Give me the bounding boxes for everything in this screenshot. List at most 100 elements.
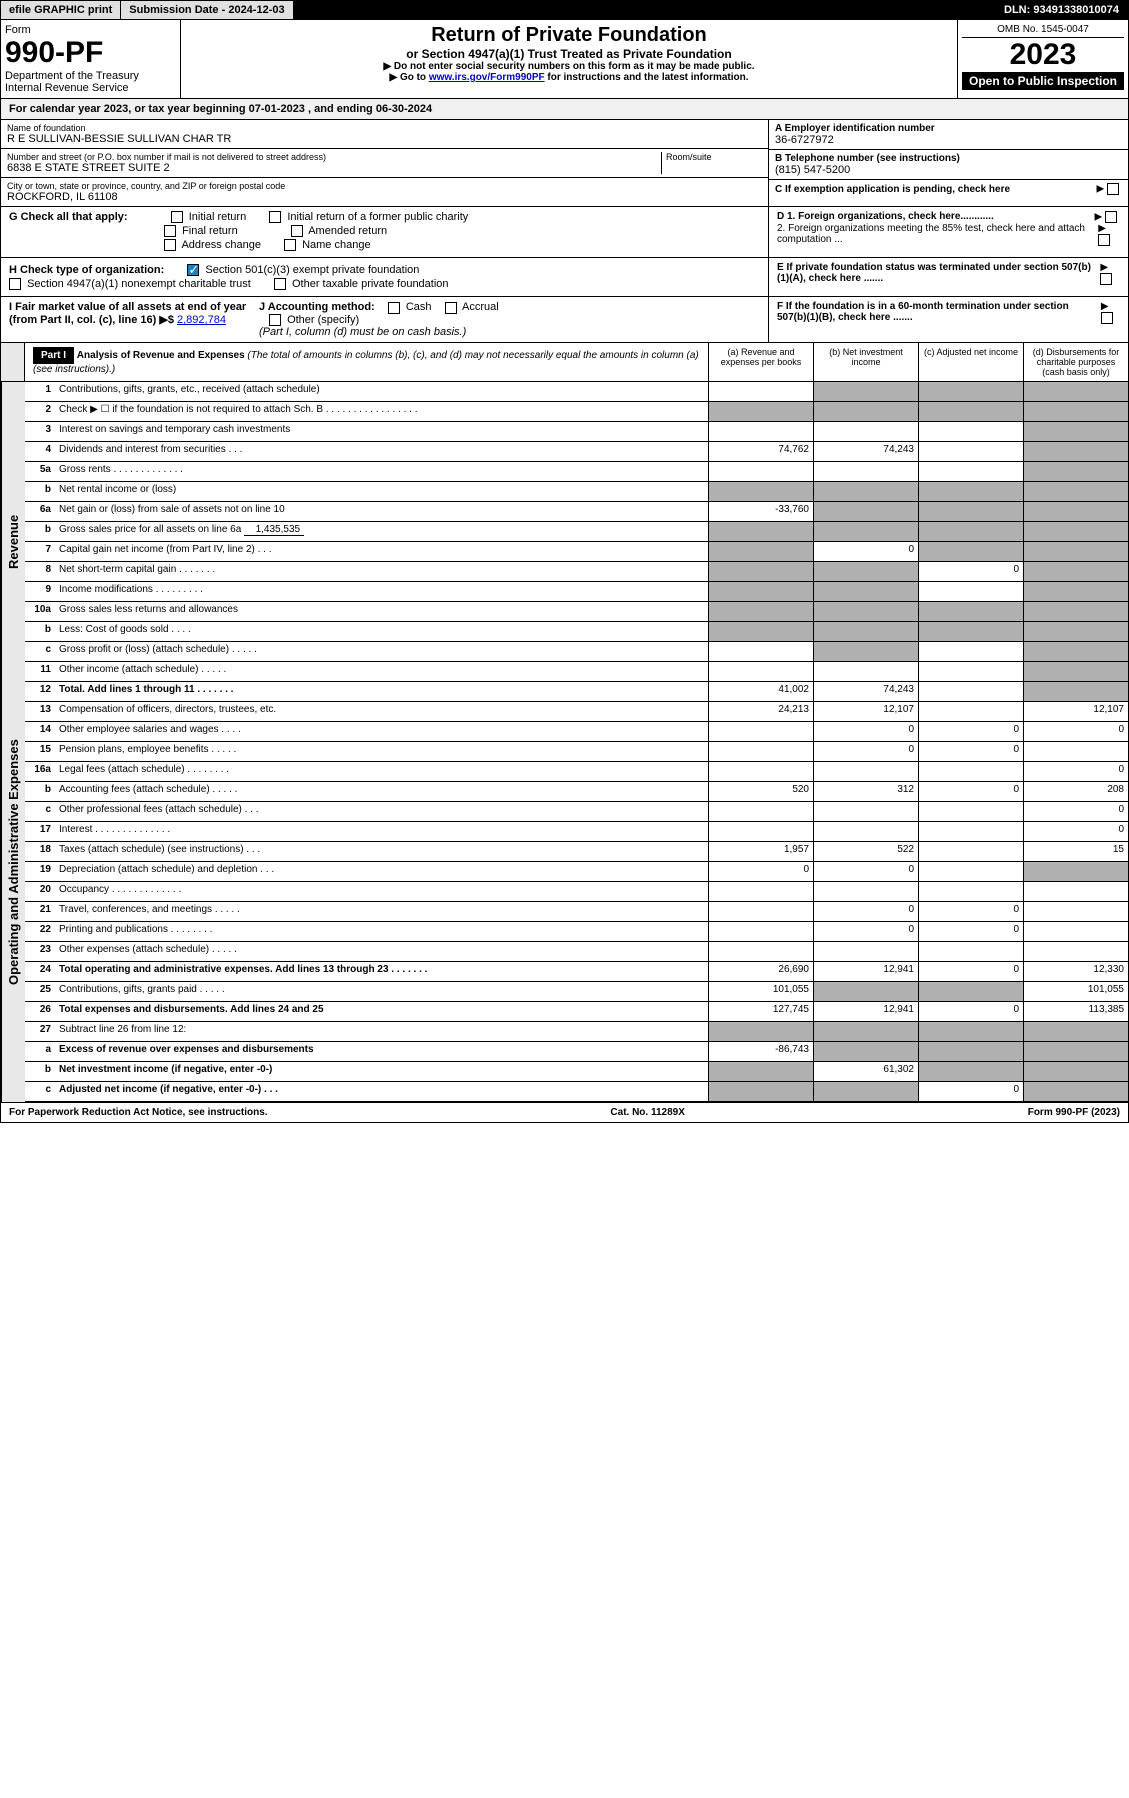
efile-button[interactable]: efile GRAPHIC print	[1, 1, 121, 19]
cell-c	[918, 602, 1023, 621]
row-label: Other professional fees (attach schedule…	[55, 802, 708, 821]
d1-checkbox[interactable]	[1105, 211, 1117, 223]
cell-d	[1023, 1042, 1128, 1061]
cell-b: 0	[813, 862, 918, 881]
h2-checkbox[interactable]	[9, 278, 21, 290]
row-number: c	[25, 642, 55, 661]
cell-c	[918, 762, 1023, 781]
row-label: Total. Add lines 1 through 11 . . . . . …	[55, 682, 708, 701]
j-cash-checkbox[interactable]	[388, 302, 400, 314]
table-row: 23Other expenses (attach schedule) . . .…	[25, 942, 1128, 962]
h3-checkbox[interactable]	[274, 278, 286, 290]
row-number: 5a	[25, 462, 55, 481]
j-accrual-checkbox[interactable]	[445, 302, 457, 314]
cell-d	[1023, 482, 1128, 501]
inspection-badge: Open to Public Inspection	[962, 72, 1124, 90]
table-row: 6aNet gain or (loss) from sale of assets…	[25, 502, 1128, 522]
cell-b: 61,302	[813, 1062, 918, 1081]
check-section-ij: I Fair market value of all assets at end…	[0, 297, 1129, 342]
row-number: 22	[25, 922, 55, 941]
revenue-label: Revenue	[1, 382, 25, 702]
g-initial-former-checkbox[interactable]	[269, 211, 281, 223]
d2-checkbox[interactable]	[1098, 234, 1110, 246]
g-name-checkbox[interactable]	[284, 239, 296, 251]
cell-a: 101,055	[708, 982, 813, 1001]
row-number: 21	[25, 902, 55, 921]
table-row: bNet investment income (if negative, ent…	[25, 1062, 1128, 1082]
table-row: bLess: Cost of goods sold . . . .	[25, 622, 1128, 642]
form-label: Form	[5, 24, 176, 36]
row-number: 14	[25, 722, 55, 741]
cell-b	[813, 602, 918, 621]
table-row: 2Check ▶ ☐ if the foundation is not requ…	[25, 402, 1128, 422]
cell-d	[1023, 582, 1128, 601]
section-c: C If exemption application is pending, c…	[775, 184, 1010, 195]
cell-a	[708, 882, 813, 901]
cell-c	[918, 622, 1023, 641]
cell-d: 0	[1023, 802, 1128, 821]
paperwork-notice: For Paperwork Reduction Act Notice, see …	[9, 1107, 268, 1118]
cell-a	[708, 922, 813, 941]
cell-b	[813, 982, 918, 1001]
col-d-header: (d) Disbursements for charitable purpose…	[1023, 343, 1128, 381]
foundation-info: Name of foundation R E SULLIVAN-BESSIE S…	[0, 120, 1129, 207]
cell-c: 0	[918, 782, 1023, 801]
cell-c	[918, 842, 1023, 861]
table-row: 13Compensation of officers, directors, t…	[25, 702, 1128, 722]
row-number: 1	[25, 382, 55, 401]
cell-a: 24,213	[708, 702, 813, 721]
form-title: Return of Private Foundation	[185, 24, 953, 47]
g-initial-checkbox[interactable]	[171, 211, 183, 223]
table-row: 4Dividends and interest from securities …	[25, 442, 1128, 462]
row-label: Subtract line 26 from line 12:	[55, 1022, 708, 1041]
dln: DLN: 93491338010074	[294, 1, 1128, 19]
cell-b: 0	[813, 542, 918, 561]
cell-b	[813, 622, 918, 641]
table-row: aExcess of revenue over expenses and dis…	[25, 1042, 1128, 1062]
row-number: 18	[25, 842, 55, 861]
cell-d: 113,385	[1023, 1002, 1128, 1021]
table-row: bNet rental income or (loss)	[25, 482, 1128, 502]
cell-c	[918, 1042, 1023, 1061]
j-other-checkbox[interactable]	[269, 314, 281, 326]
cell-c	[918, 582, 1023, 601]
cell-a: -33,760	[708, 502, 813, 521]
submission-date: Submission Date - 2024-12-03	[121, 1, 293, 19]
row-number: c	[25, 802, 55, 821]
cell-a	[708, 522, 813, 541]
cell-c	[918, 942, 1023, 961]
row-number: 25	[25, 982, 55, 1001]
cell-d	[1023, 742, 1128, 761]
row-number: 4	[25, 442, 55, 461]
f-label: F If the foundation is in a 60-month ter…	[777, 301, 1101, 324]
cell-c	[918, 1062, 1023, 1081]
g-final-checkbox[interactable]	[164, 225, 176, 237]
row-label: Capital gain net income (from Part IV, l…	[55, 542, 708, 561]
cell-d	[1023, 562, 1128, 581]
row-label: Gross rents . . . . . . . . . . . . .	[55, 462, 708, 481]
fmv-link[interactable]: 2,892,784	[177, 314, 226, 326]
c-checkbox[interactable]	[1107, 183, 1119, 195]
cell-c: 0	[918, 742, 1023, 761]
table-row: 15Pension plans, employee benefits . . .…	[25, 742, 1128, 762]
f-checkbox[interactable]	[1101, 312, 1113, 324]
cell-c: 0	[918, 722, 1023, 741]
col-c-header: (c) Adjusted net income	[918, 343, 1023, 381]
g-address-checkbox[interactable]	[164, 239, 176, 251]
cell-a	[708, 1022, 813, 1041]
cell-c: 0	[918, 902, 1023, 921]
cell-c	[918, 982, 1023, 1001]
cell-d: 15	[1023, 842, 1128, 861]
cell-d	[1023, 682, 1128, 701]
col-a-header: (a) Revenue and expenses per books	[708, 343, 813, 381]
h1-checkbox[interactable]	[187, 264, 199, 276]
g-amended-checkbox[interactable]	[291, 225, 303, 237]
instructions-link[interactable]: www.irs.gov/Form990PF	[429, 72, 545, 83]
e-checkbox[interactable]	[1100, 273, 1112, 285]
row-number: 3	[25, 422, 55, 441]
addr-label: Number and street (or P.O. box number if…	[7, 152, 657, 162]
cell-c	[918, 822, 1023, 841]
cell-d	[1023, 622, 1128, 641]
table-row: 17Interest . . . . . . . . . . . . . .0	[25, 822, 1128, 842]
cell-a	[708, 382, 813, 401]
